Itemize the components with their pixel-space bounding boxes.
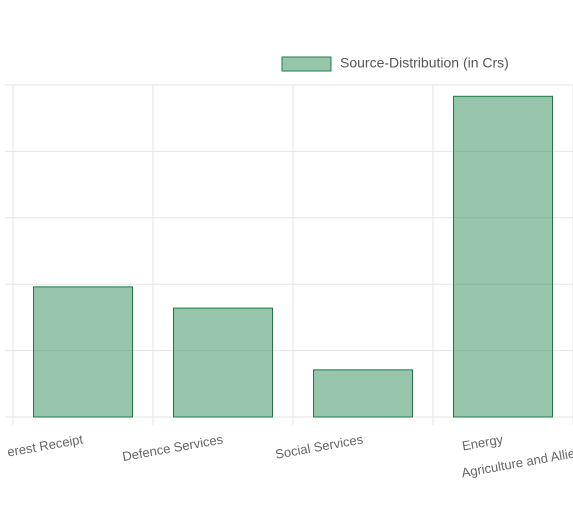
bar — [33, 286, 133, 418]
bar — [173, 307, 273, 418]
bar — [313, 369, 413, 418]
x-tick-label: Energy — [461, 431, 505, 453]
legend-label: Source-Distribution (in Crs) — [340, 55, 509, 71]
bar — [453, 95, 553, 418]
x-tick-label: Social Services — [274, 431, 365, 461]
x-tick-label: erest Receipt — [6, 432, 84, 460]
legend-swatch — [281, 56, 332, 72]
x-tick-label: Defence Services — [121, 431, 224, 464]
